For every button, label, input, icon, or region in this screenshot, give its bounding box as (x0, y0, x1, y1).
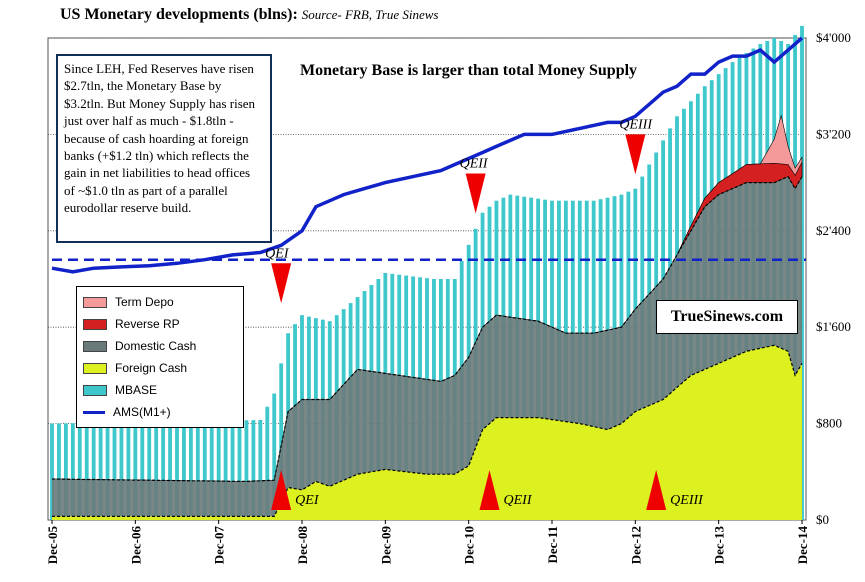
x-tick-label: Dec-06 (128, 526, 143, 565)
legend-label-domestic-cash: Domestic Cash (115, 339, 197, 353)
mbase-bar (182, 421, 186, 520)
chart-headline: Monetary Base is larger than total Money… (300, 62, 638, 79)
legend-label-foreign-cash: Foreign Cash (115, 361, 188, 375)
mbase-bar (230, 420, 235, 520)
mbase-bar (140, 422, 145, 520)
qe-down-arrow (271, 263, 292, 304)
mbase-bar (272, 393, 277, 520)
mbase-bar (84, 422, 89, 520)
qe-up-arrow (479, 470, 500, 510)
mbase-bar (126, 422, 131, 520)
legend-swatch-reverse-rp (83, 318, 107, 330)
legend-label-term-depo: Term Depo (115, 295, 174, 309)
domestic-cash-outline (51, 175, 803, 482)
legend-swatch-domestic-cash (83, 340, 107, 352)
qe-label: QEI (265, 246, 290, 261)
mbase-bar (265, 406, 270, 520)
x-tick-label: Dec-09 (378, 526, 393, 565)
mbase-bar (50, 423, 54, 520)
legend-item-domestic-cash: Domestic Cash (83, 335, 237, 357)
brand-label: TrueSinews.com (656, 300, 798, 334)
mbase-bar (133, 422, 138, 520)
mbase-bar (105, 422, 110, 520)
legend-label-ams: AMS(M1+) (113, 405, 171, 419)
x-tick-label: Dec-11 (545, 526, 560, 564)
mbase-bar (258, 419, 263, 520)
mbase-bar (77, 423, 82, 520)
mbase-bar (154, 421, 159, 520)
y-tick-label: $3'200 (816, 126, 851, 141)
mbase-bar (112, 422, 117, 520)
y-tick-label: $1'600 (816, 319, 851, 334)
chart-title: US Monetary developments (blns): Source-… (60, 6, 439, 24)
qe-label: QEIII (670, 493, 704, 508)
mbase-bar (57, 423, 61, 520)
mbase-bar (223, 420, 228, 520)
qe-label: QEII (460, 156, 489, 171)
legend-swatch-term-depo (83, 296, 107, 308)
qe-up-arrow (271, 470, 292, 510)
legend-item-mbase: MBASE (83, 379, 237, 401)
mbase-bar (195, 421, 200, 520)
mbase-bar (202, 420, 207, 520)
ams-line (51, 36, 804, 274)
legend-item-term-depo: Term Depo (83, 291, 237, 313)
qe-down-arrow (625, 134, 646, 175)
y-tick-label: $800 (816, 416, 842, 431)
mbase-bar (209, 420, 214, 520)
x-tick-label: Dec-14 (795, 526, 810, 565)
foreign-cash-area (52, 345, 802, 520)
x-tick-label: Dec-08 (295, 526, 310, 565)
qe-label: QEII (504, 493, 533, 508)
mbase-bar (70, 423, 75, 520)
legend-line-ams (83, 410, 105, 414)
mbase-bar (188, 421, 193, 520)
qe-up-arrow (646, 470, 667, 510)
qe-label: QEI (295, 493, 320, 508)
mbase-bar (237, 420, 242, 520)
mbase-bar (279, 363, 284, 520)
x-tick-label: Dec-13 (712, 526, 727, 565)
x-tick-label: Dec-10 (462, 526, 477, 564)
y-tick-label: $2'400 (816, 223, 851, 238)
mbase-bar (98, 422, 103, 520)
mbase-bar (63, 423, 68, 520)
qe-label: QEIII (619, 117, 653, 132)
mbase-bar (119, 422, 124, 520)
mbase-bar (161, 421, 166, 520)
foreign-cash-outline (52, 344, 803, 517)
qe-down-arrow (465, 173, 486, 214)
x-tick-label: Dec-05 (45, 526, 60, 565)
mbase-bar (168, 421, 172, 520)
y-tick-label: $0 (816, 512, 829, 527)
title-text: US Monetary developments (blns): (60, 6, 298, 23)
legend-label-mbase: MBASE (115, 383, 158, 397)
x-tick-label: Dec-12 (628, 526, 643, 564)
legend-item-ams: AMS(M1+) (83, 401, 237, 423)
mbase-bar (147, 421, 152, 520)
mbase-bar (244, 420, 249, 520)
legend-swatch-foreign-cash (83, 362, 107, 374)
mbase-bar (251, 420, 256, 520)
y-tick-label: $4'000 (816, 30, 851, 45)
legend-swatch-mbase (83, 384, 107, 396)
commentary-box: Since LEH, Fed Reserves have risen $2.7t… (56, 54, 272, 243)
mbase-bar (216, 420, 221, 520)
legend-label-reverse-rp: Reverse RP (115, 317, 180, 331)
mbase-bar (91, 422, 96, 520)
legend: Term Depo Reverse RP Domestic Cash Forei… (76, 286, 244, 428)
legend-item-reverse-rp: Reverse RP (83, 313, 237, 335)
x-tick-label: Dec-07 (212, 526, 227, 565)
mbase-bar (175, 421, 179, 520)
source-text: Source- FRB, True Sinews (301, 7, 439, 22)
legend-item-foreign-cash: Foreign Cash (83, 357, 237, 379)
